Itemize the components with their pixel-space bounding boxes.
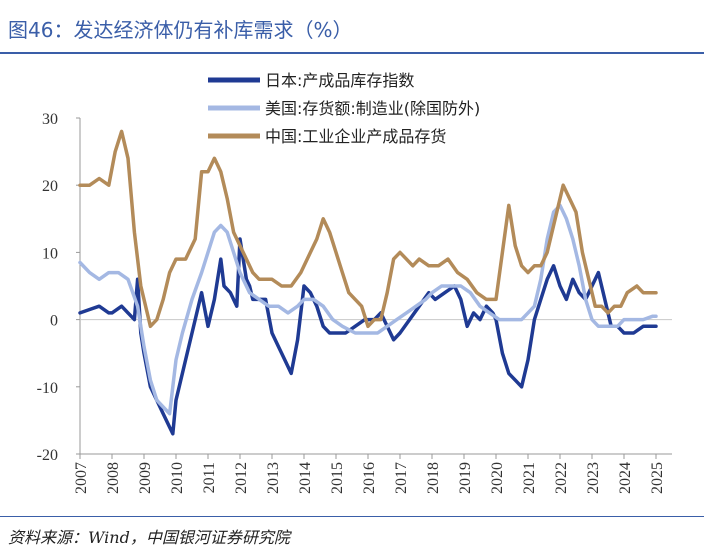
x-tick-label: 2025	[649, 462, 666, 494]
x-tick-label: 2012	[233, 462, 250, 494]
x-tick-label: 2011	[201, 462, 218, 493]
x-tick-label: 2024	[617, 462, 634, 494]
x-tick-label: 2020	[489, 462, 506, 494]
y-tick-label: 20	[42, 178, 58, 195]
x-tick-label: 2016	[361, 462, 378, 494]
line-chart: -20 -10 0 10 20 30 2007 2008 2009 2010 2011 2012 201…	[37, 71, 672, 494]
x-tick-label: 2013	[265, 462, 282, 494]
y-tick-label: -10	[37, 380, 58, 397]
series-line-3	[78, 129, 658, 329]
title-underline	[0, 52, 704, 54]
x-tick-label: 2007	[73, 462, 90, 494]
source-note: 资料来源：Wind，中国银河证券研究院	[8, 528, 290, 547]
source-divider	[0, 516, 704, 517]
x-tick-label: 2008	[105, 462, 122, 494]
x-tick-label: 2019	[457, 462, 474, 494]
y-tick-label: 30	[42, 111, 58, 128]
series-line-2	[78, 203, 658, 416]
x-tick-label: 2022	[553, 462, 570, 494]
legend-label-2: 美国:存货额:制造业(除国防外)	[265, 99, 480, 118]
legend-label-1: 日本:产成品库存指数	[265, 71, 414, 90]
chart-title: 图46：发达经济体仍有补库需求（%）	[8, 18, 353, 42]
x-tick-label: 2009	[137, 462, 154, 494]
x-tick-label: 2014	[297, 462, 314, 494]
x-tick-label: 2017	[393, 462, 410, 494]
y-tick-label: 10	[42, 245, 58, 262]
legend-label-3: 中国:工业企业产成品存货	[265, 127, 446, 146]
y-tick-label: 0	[50, 313, 58, 330]
x-tick-label: 2010	[169, 462, 186, 494]
x-tick-label: 2018	[425, 462, 442, 494]
x-tick-label: 2021	[521, 462, 538, 494]
y-tick-label: -20	[37, 447, 58, 464]
x-tick-label: 2015	[329, 462, 346, 494]
x-tick-label: 2023	[585, 462, 602, 494]
series-line-1	[78, 237, 658, 436]
